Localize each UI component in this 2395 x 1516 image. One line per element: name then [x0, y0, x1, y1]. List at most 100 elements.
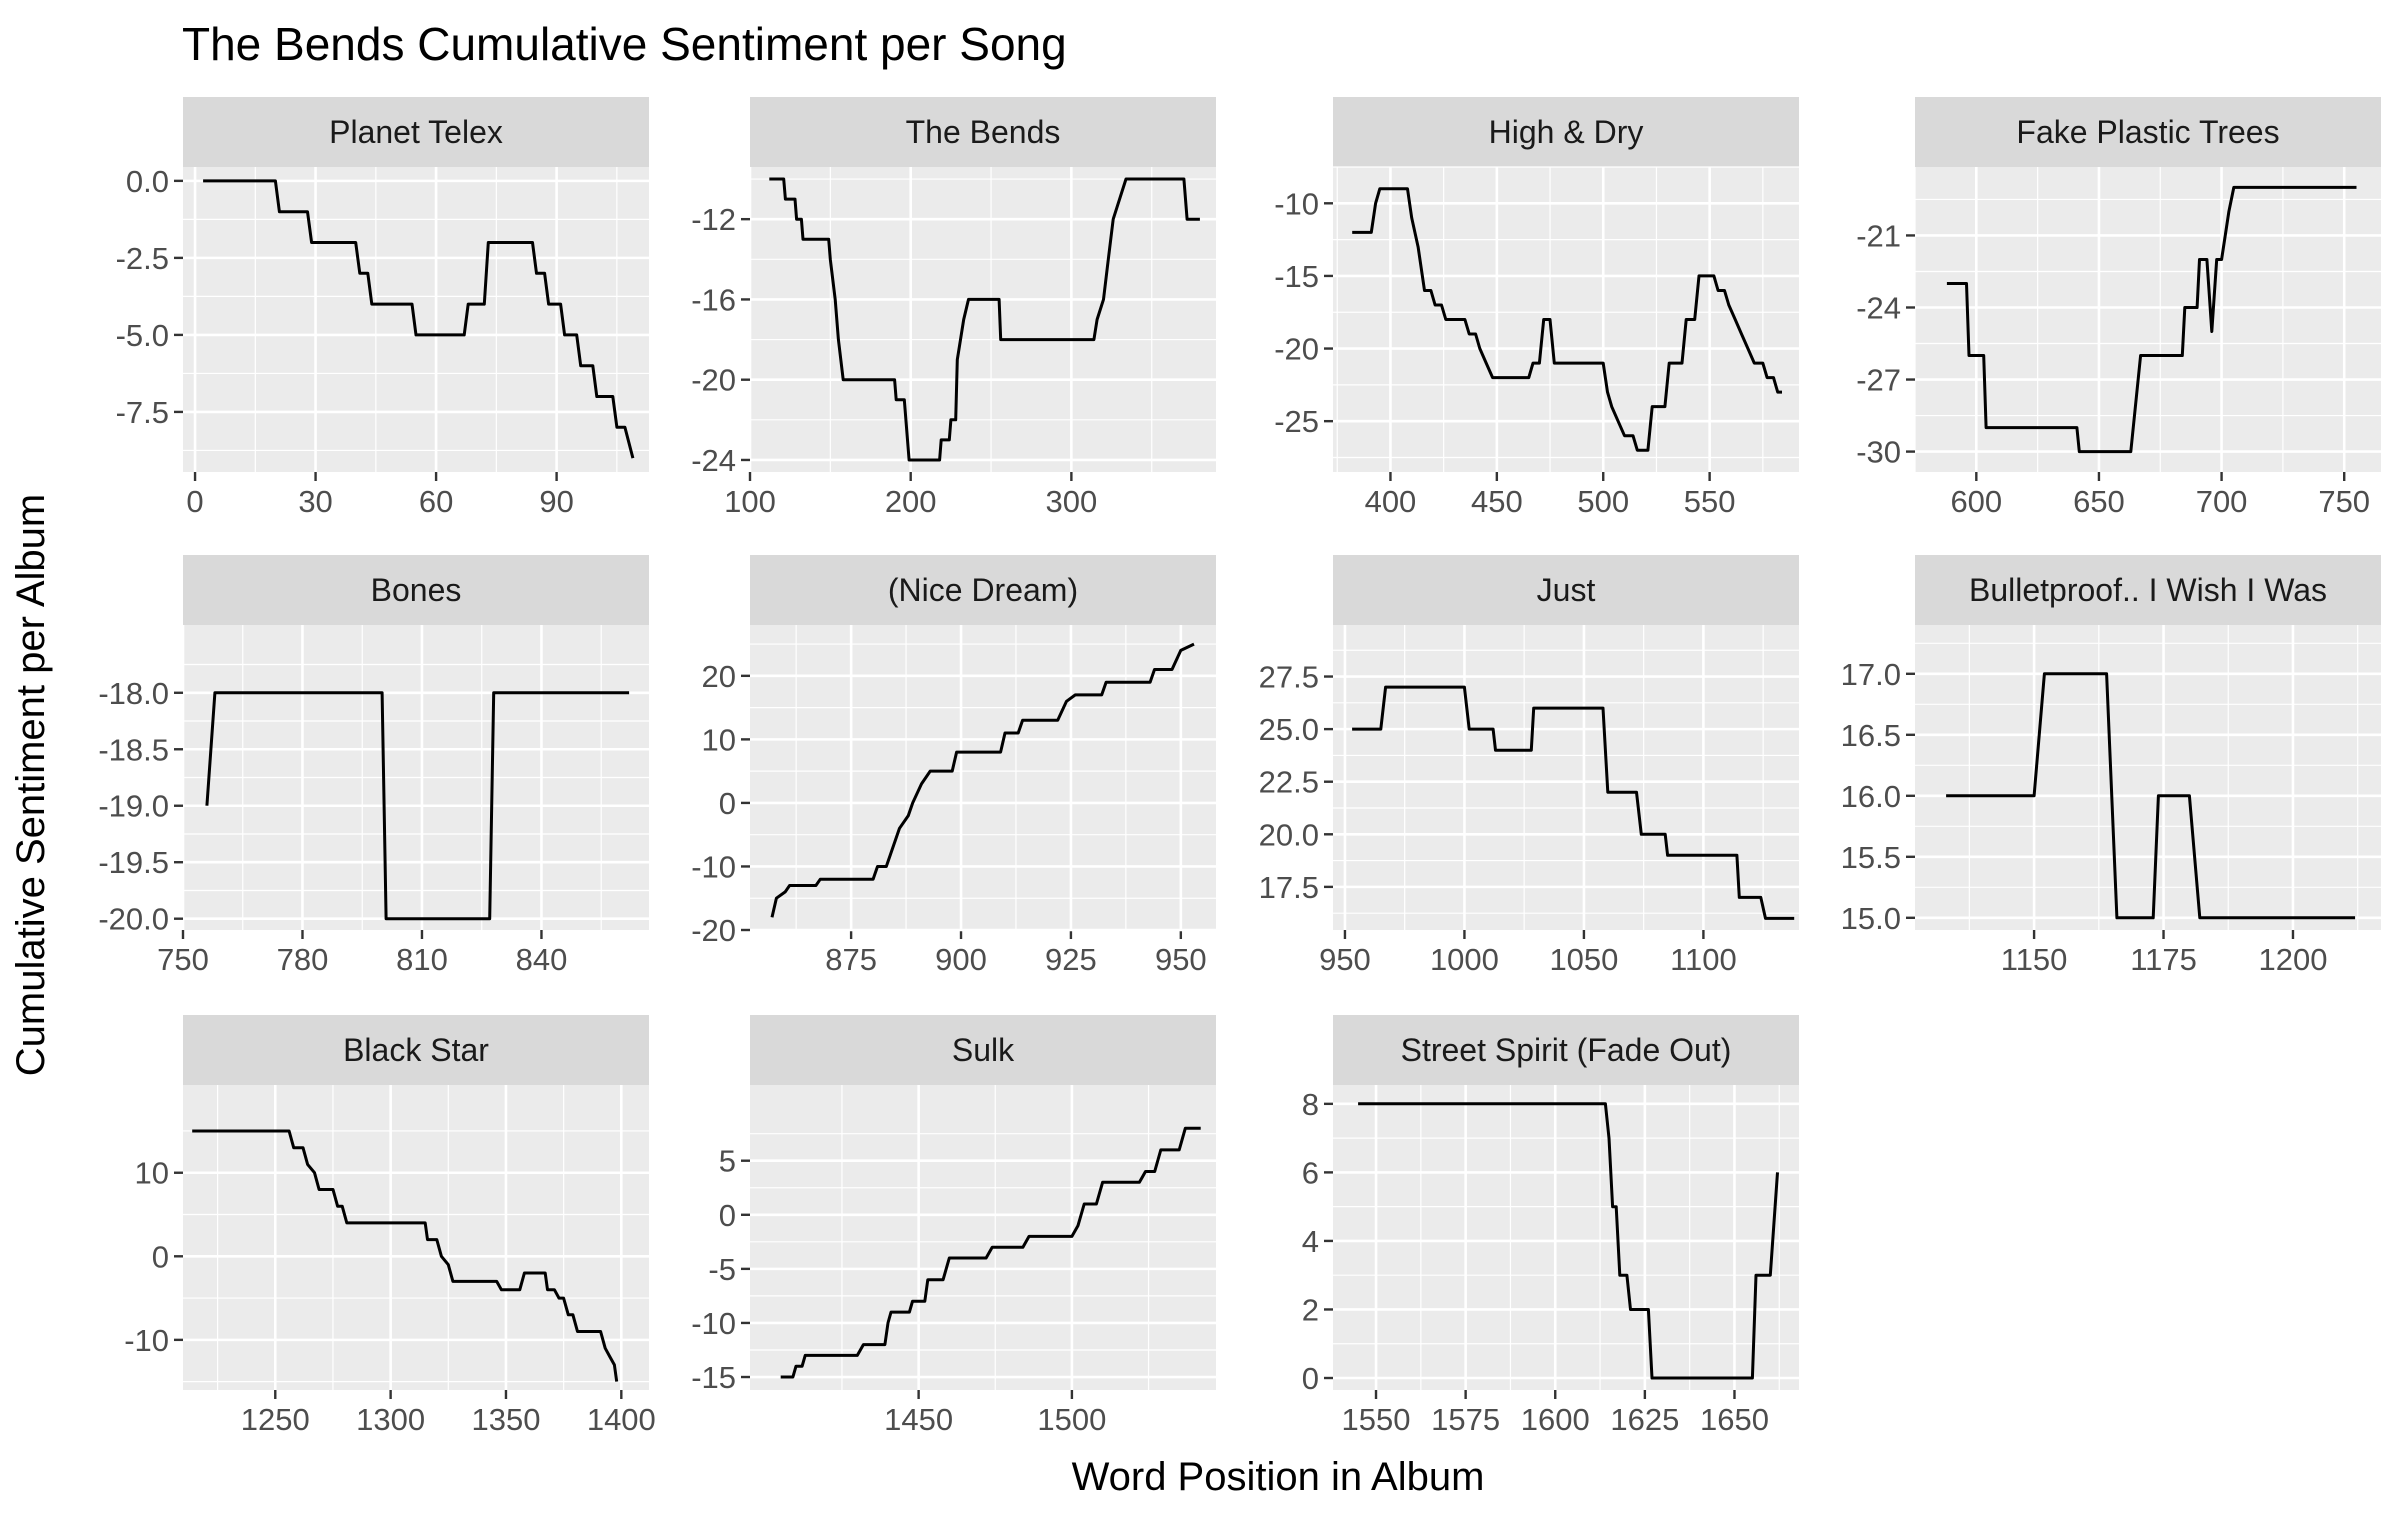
facet-strip — [183, 1015, 649, 1085]
y-tick-label: -20 — [691, 363, 736, 398]
sentiment-line — [192, 1129, 619, 1382]
y-tick-label: -18.0 — [98, 676, 169, 711]
y-tick-label: -20 — [691, 913, 736, 948]
y-tick-label: 10 — [702, 722, 736, 757]
facet-panel: Planet Telex 0 30 60 90 0.0 -2.5 -5.0 -7.5 — [116, 97, 649, 519]
facet-strip-label: Fake Plastic Trees — [2016, 114, 2279, 150]
y-tick-label: -21 — [1856, 218, 1901, 253]
x-tick-label: 550 — [1684, 484, 1736, 519]
y-tick-label: -10 — [691, 849, 736, 884]
x-tick-label: 900 — [935, 942, 987, 977]
facet-strip — [1333, 1015, 1799, 1085]
y-tick-label: -5.0 — [116, 318, 169, 353]
x-tick-label: 1500 — [1037, 1402, 1106, 1437]
facet-strip-label: Just — [1537, 572, 1596, 608]
facet-strip — [1333, 555, 1799, 625]
facet-panel: Street Spirit (Fade Out) 1550 1575 1600 1625… — [1302, 1015, 1799, 1437]
sentiment-line — [780, 1126, 1201, 1379]
panel-background — [750, 167, 1216, 472]
y-tick-label: 0 — [152, 1239, 169, 1274]
y-tick-label: 20.0 — [1259, 817, 1319, 852]
y-tick-label: 16.5 — [1841, 718, 1901, 753]
y-tick-label: 4 — [1302, 1224, 1319, 1259]
y-tick-label: -10 — [1274, 186, 1319, 221]
x-tick-label: 650 — [2073, 484, 2125, 519]
y-tick-label: -30 — [1856, 435, 1901, 470]
facet-strip-label: Sulk — [952, 1032, 1015, 1068]
facet-strip-label: The Bends — [906, 114, 1061, 150]
x-tick-label: 1300 — [356, 1402, 425, 1437]
sentiment-line — [203, 179, 635, 459]
sentiment-line — [1352, 685, 1795, 920]
y-tick-label: -10 — [124, 1323, 169, 1358]
x-tick-label: 450 — [1471, 484, 1523, 519]
y-tick-label: 25.0 — [1259, 712, 1319, 747]
y-tick-label: 0.0 — [126, 164, 169, 199]
y-tick-label: 6 — [1302, 1155, 1319, 1190]
y-tick-label: 8 — [1302, 1087, 1319, 1122]
x-tick-label: 810 — [396, 942, 448, 977]
x-tick-label: 1175 — [2130, 942, 2197, 977]
chart-title: The Bends Cumulative Sentiment per Song — [182, 18, 1067, 70]
x-tick-label: 840 — [516, 942, 568, 977]
facet-strip-label: Planet Telex — [329, 114, 503, 150]
y-tick-label: 5 — [719, 1144, 736, 1179]
x-tick-label: 100 — [724, 484, 776, 519]
x-tick-label: 925 — [1045, 942, 1097, 977]
y-tick-label: -15 — [1274, 259, 1319, 294]
x-tick-label: 1400 — [587, 1402, 656, 1437]
x-tick-label: 950 — [1319, 942, 1371, 977]
sentiment-line — [1946, 185, 2357, 454]
y-tick-label: 0 — [1302, 1361, 1319, 1396]
y-tick-label: 15.0 — [1841, 901, 1901, 936]
x-tick-label: 1000 — [1430, 942, 1499, 977]
y-tick-label: 17.0 — [1841, 657, 1901, 692]
panel-background — [750, 1085, 1216, 1390]
facet-panel: (Nice Dream) 875 900 925 950 -20 -10 0 10 20 — [691, 555, 1216, 977]
y-tick-label: 16.0 — [1841, 779, 1901, 814]
x-tick-label: 200 — [885, 484, 937, 519]
x-tick-label: 1100 — [1670, 942, 1737, 977]
x-tick-label: 400 — [1365, 484, 1417, 519]
panel-background — [750, 625, 1216, 930]
facet-strip — [183, 97, 649, 167]
x-tick-label: 700 — [2196, 484, 2248, 519]
y-tick-label: -27 — [1856, 363, 1901, 398]
y-tick-label: 22.5 — [1259, 765, 1319, 800]
y-tick-label: -20 — [1274, 332, 1319, 367]
x-tick-label: 1150 — [2001, 942, 2068, 977]
x-tick-label: 780 — [277, 942, 329, 977]
y-tick-label: -19.0 — [98, 789, 169, 824]
x-tick-label: 60 — [419, 484, 453, 519]
x-tick-label: 1200 — [2258, 942, 2327, 977]
y-tick-label: -20.0 — [98, 902, 169, 937]
facet-strip-label: Bones — [371, 572, 462, 608]
facet-panel: Black Star 1250 1300 1350 1400 -10 0 10 — [124, 1015, 656, 1437]
sentiment-line — [1352, 187, 1782, 452]
sentiment-line — [769, 177, 1200, 462]
y-tick-label: 17.5 — [1259, 870, 1319, 905]
x-tick-label: 750 — [2318, 484, 2370, 519]
facet-panel: Bulletproof.. I Wish I Was 1150 1175 1200 15… — [1841, 555, 2381, 977]
facet-strip-label: Bulletproof.. I Wish I Was — [1969, 572, 2327, 608]
facet-strip-label: Black Star — [343, 1032, 489, 1068]
y-tick-label: 0 — [719, 786, 736, 821]
y-tick-label: -2.5 — [116, 241, 169, 276]
sentiment-line — [770, 642, 1195, 918]
x-tick-label: 600 — [1950, 484, 2002, 519]
x-tick-label: 1050 — [1549, 942, 1618, 977]
facet-panel: Sulk 1450 1500 -15 -10 -5 0 5 — [691, 1015, 1216, 1437]
x-tick-label: 1250 — [241, 1402, 310, 1437]
y-tick-label: -12 — [691, 202, 736, 237]
sentiment-line — [205, 691, 630, 921]
facet-strip — [750, 555, 1216, 625]
y-tick-label: 0 — [719, 1198, 736, 1233]
x-tick-label: 1575 — [1431, 1402, 1500, 1437]
x-tick-label: 1450 — [884, 1402, 953, 1437]
y-tick-label: -18.5 — [98, 732, 169, 767]
panel-background — [183, 167, 649, 472]
facet-panel: Just 950 1000 1050 1100 17.5 20.0 22.5 25.0 27.5 — [1259, 555, 1799, 977]
y-tick-label: -24 — [691, 443, 736, 478]
facet-strip-label: High & Dry — [1489, 114, 1644, 150]
